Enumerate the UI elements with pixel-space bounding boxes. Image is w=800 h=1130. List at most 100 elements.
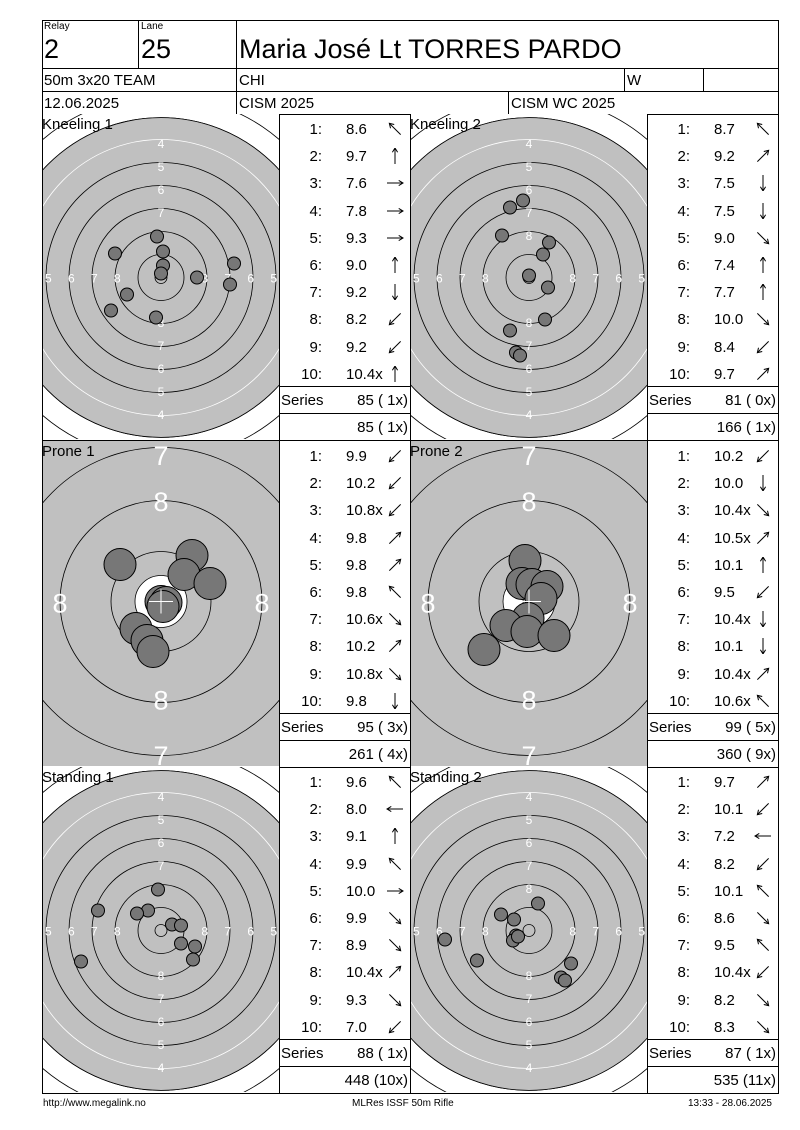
svg-text:7: 7: [153, 441, 168, 471]
arrow-sw-icon: [388, 504, 402, 517]
shot-number: 2:: [309, 475, 322, 493]
shot-hole: [174, 918, 188, 933]
svg-text:6: 6: [158, 183, 165, 197]
running-total: 85 ( 1x): [357, 419, 408, 436]
shot-number: 7:: [677, 611, 690, 629]
arrow-s-icon: [759, 475, 767, 492]
shot-hole: [151, 882, 165, 897]
shot-score: 8.2: [346, 311, 367, 329]
footer-software: MLRes ISSF 50m Rifle: [352, 1098, 454, 1109]
shot-hole: [536, 247, 550, 262]
panel-label: Kneeling 1: [42, 116, 113, 133]
competition: CISM 2025: [239, 95, 315, 112]
svg-text:7: 7: [459, 272, 466, 286]
shot-hole: [513, 348, 527, 363]
shot-number: 7:: [677, 937, 690, 955]
shot-score: 10.1: [714, 556, 744, 574]
arrow-s-icon: [759, 202, 767, 219]
shot-number: 5:: [677, 229, 690, 247]
svg-text:6: 6: [615, 272, 622, 286]
shot-score: 8.4: [714, 338, 735, 356]
shot-score: 10.1: [714, 801, 744, 819]
arrow-sw-icon: [756, 803, 770, 816]
shot-row: 8: 10.4x: [647, 964, 778, 982]
arrow-nw-icon: [756, 122, 770, 136]
svg-text:8: 8: [521, 487, 536, 517]
arrow-sw-icon: [756, 857, 770, 870]
shot-hole: [149, 310, 163, 325]
shot-score: 8.9: [346, 937, 367, 955]
shot-hole: [156, 244, 170, 259]
arrow-nw-icon: [388, 775, 402, 789]
shot-score: 7.4: [714, 257, 735, 274]
shot-score: 9.8: [346, 529, 367, 547]
shot-score: 7.0: [346, 1018, 367, 1036]
svg-text:8: 8: [526, 316, 533, 330]
shot-score: 9.2: [346, 338, 367, 356]
shot-row: 2: 10.2: [279, 475, 410, 493]
shot-number: 9:: [677, 991, 690, 1009]
series-label: Series: [649, 1045, 692, 1062]
arrow-nw-icon: [388, 585, 402, 599]
arrow-n-icon: [759, 257, 767, 273]
arrow-n-icon: [391, 148, 399, 165]
svg-text:5: 5: [526, 813, 533, 827]
running-total: 166 ( 1x): [716, 419, 776, 436]
shot-hole: [190, 270, 204, 285]
shot-score: 9.2: [714, 148, 735, 166]
shot-number: 1:: [309, 774, 322, 791]
arrow-ne-icon: [756, 531, 770, 544]
arrow-s-icon: [391, 284, 399, 301]
arrow-sw-icon: [756, 449, 770, 463]
shot-row: 6: 9.5: [647, 584, 778, 602]
arrow-s-icon: [391, 692, 399, 709]
series-label: Series: [281, 719, 324, 736]
panel-label: Standing 1: [42, 769, 114, 786]
svg-text:5: 5: [45, 925, 52, 939]
svg-text:8: 8: [482, 925, 489, 939]
shot-score: 8.6: [714, 910, 735, 927]
shot-row: 8: 10.2: [279, 638, 410, 656]
arrow-s-icon: [759, 175, 767, 192]
shot-hole: [495, 228, 509, 243]
shot-score: 7.7: [714, 284, 735, 302]
running-total: 261 ( 4x): [348, 746, 408, 763]
shot-row: 3: 10.4x: [647, 502, 778, 520]
shot-hole: [564, 956, 578, 971]
svg-text:8: 8: [201, 925, 208, 939]
arrow-ne-icon: [388, 966, 402, 979]
shot-number: 9:: [309, 665, 322, 683]
shot-number: 1:: [309, 448, 322, 465]
svg-text:7: 7: [91, 925, 98, 939]
shot-row: 1: 9.9: [279, 448, 410, 466]
shot-number: 9:: [309, 991, 322, 1009]
shot-row: 7: 9.2: [279, 284, 410, 302]
shot-score: 10.0: [714, 475, 744, 493]
arrow-sw-icon: [388, 477, 402, 490]
shot-row: 4: 9.8: [279, 530, 410, 548]
shot-row: 5: 10.0: [279, 883, 410, 901]
shot-number: 10:: [301, 692, 322, 710]
svg-text:4: 4: [526, 408, 533, 422]
arrow-w-icon: [386, 806, 403, 813]
shot-score: 7.5: [714, 175, 735, 193]
shot-number: 8:: [309, 964, 322, 982]
shot-row: 5: 9.8: [279, 557, 410, 575]
svg-text:7: 7: [459, 925, 466, 939]
shot-row: 10: 10.6x: [647, 693, 778, 711]
shot-row: 9: 9.3: [279, 992, 410, 1010]
shot-row: 8: 10.1: [647, 638, 778, 656]
shot-score: 9.3: [346, 229, 367, 247]
panel-label: Prone 2: [410, 443, 463, 460]
shot-hole: [186, 952, 200, 967]
arrow-se-icon: [388, 939, 402, 952]
arrow-s-icon: [759, 611, 767, 628]
svg-text:7: 7: [526, 992, 533, 1006]
svg-text:8: 8: [622, 589, 637, 619]
shot-score: 10.0: [714, 311, 744, 329]
shot-row: 4: 8.2: [647, 856, 778, 874]
shot-row: 10: 10.4x: [279, 365, 410, 384]
athlete-name: Maria José Lt TORRES PARDO: [239, 34, 622, 64]
arrow-sw-icon: [388, 313, 402, 326]
svg-text:7: 7: [592, 925, 599, 939]
